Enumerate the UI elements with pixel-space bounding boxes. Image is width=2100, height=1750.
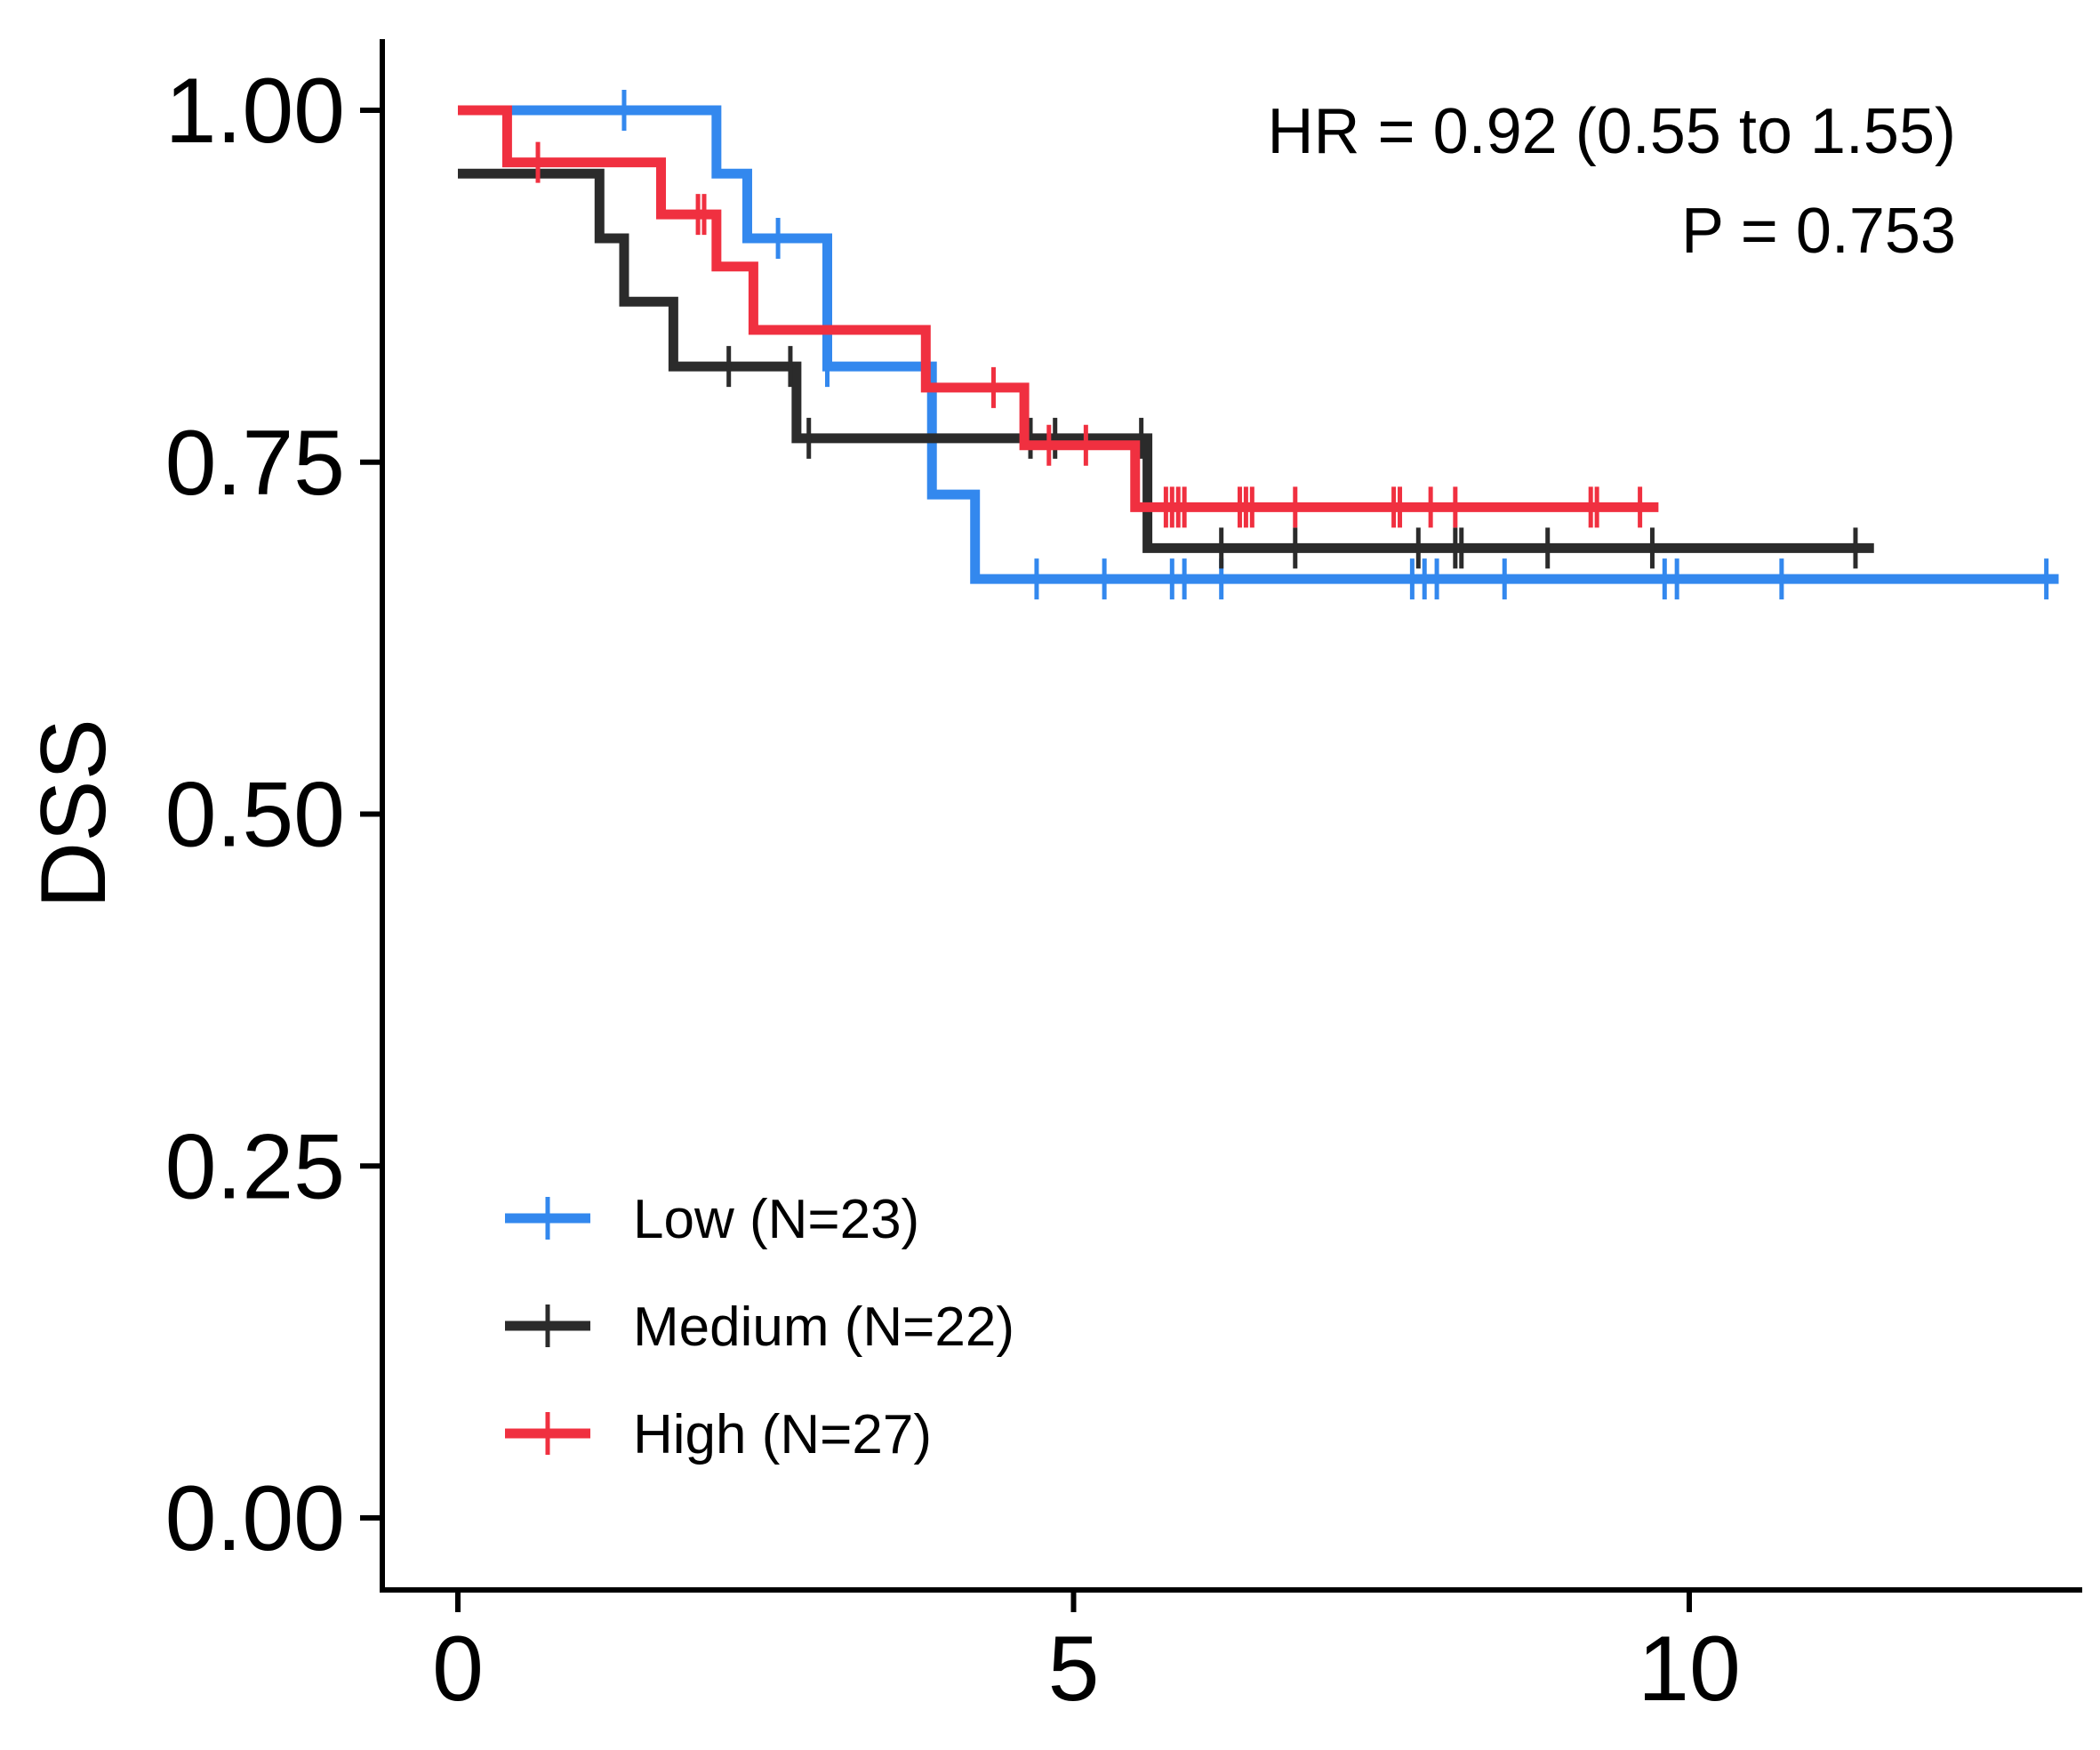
series-0 — [458, 90, 2059, 600]
hazard-ratio-annotation: HR = 0.92 (0.55 to 1.55) — [1268, 96, 1956, 167]
survival-line — [458, 168, 1874, 553]
x-tick-label: 0 — [432, 1618, 484, 1721]
y-tick-label: 1.00 — [165, 60, 345, 163]
y-axis-ticks: 0.00 0.25 0.50 0.75 1.00 — [165, 60, 382, 1570]
x-tick-label: 5 — [1048, 1618, 1100, 1721]
legend-label: Low (N=23) — [633, 1189, 919, 1250]
series-2 — [458, 105, 1659, 528]
y-tick-label: 0.25 — [165, 1115, 345, 1218]
y-tick-label: 0.00 — [165, 1467, 345, 1570]
y-tick-label: 0.75 — [165, 412, 345, 515]
p-value-annotation: P = 0.753 — [1681, 196, 1956, 267]
survival-line — [458, 105, 1659, 512]
y-axis-title: DSS — [22, 718, 125, 909]
x-axis-ticks: 0 5 10 — [432, 1590, 1741, 1721]
x-tick-label: 10 — [1638, 1618, 1741, 1721]
y-tick-label: 0.50 — [165, 764, 345, 867]
series-1 — [458, 168, 1874, 569]
survival-curves — [458, 90, 2059, 600]
legend: Low (N=23) Medium (N=22) High (N=27) — [505, 1189, 1014, 1465]
survival-line — [458, 105, 2059, 584]
legend-label: Medium (N=22) — [633, 1296, 1014, 1358]
legend-label: High (N=27) — [633, 1404, 932, 1465]
